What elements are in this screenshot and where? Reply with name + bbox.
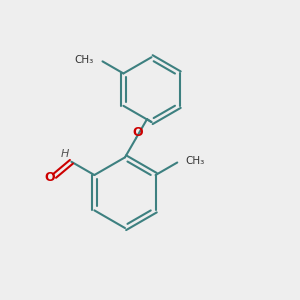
Text: CH₃: CH₃ — [74, 55, 94, 65]
Text: H: H — [61, 148, 69, 158]
Text: O: O — [132, 126, 143, 140]
Text: O: O — [44, 171, 55, 184]
Text: CH₃: CH₃ — [185, 156, 205, 166]
